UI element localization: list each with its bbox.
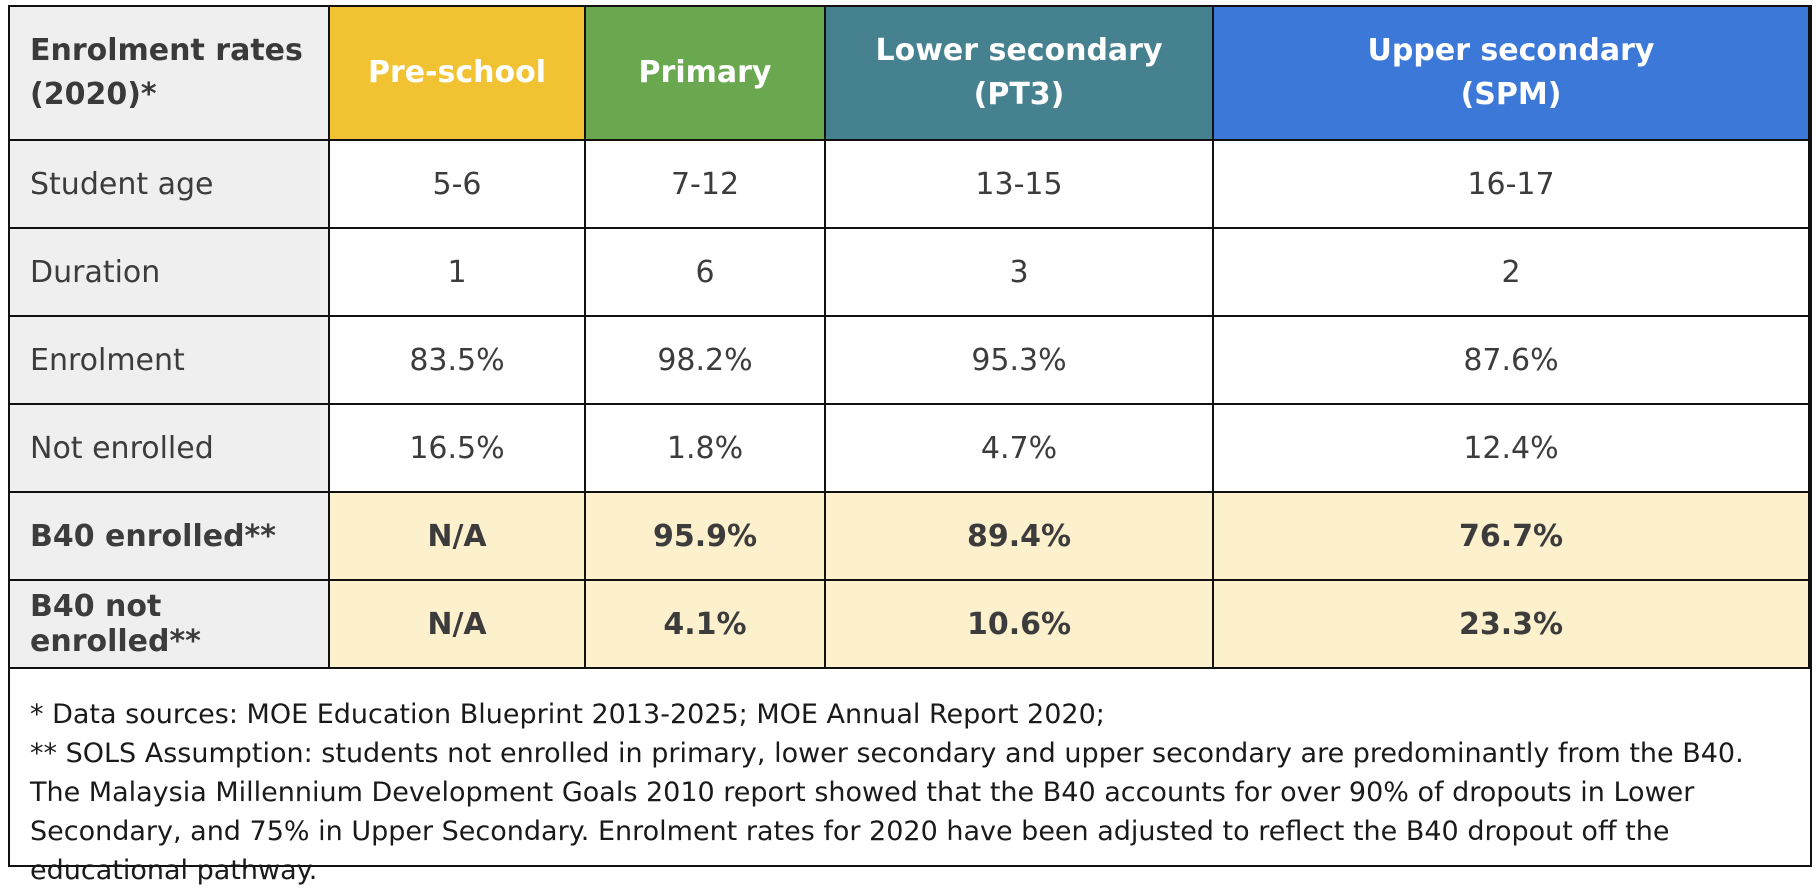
table-cell: 10.6% [824,579,1214,669]
corner-label: Enrolment rates (2020)* [8,5,330,141]
enrolment-table: Enrolment rates (2020)* Pre-school Prima… [8,5,1810,669]
row-label: Enrolment [8,315,330,405]
footnotes: * Data sources: MOE Education Blueprint … [10,665,1808,886]
column-header-line1: Upper secondary [1367,33,1655,68]
table-cell: 16-17 [1212,139,1810,229]
table-cell: 95.3% [824,315,1214,405]
table-cell: 95.9% [584,491,826,581]
table-cell: N/A [328,579,586,669]
table-row: Duration 1 6 3 2 [8,227,1810,317]
table-cell: 7-12 [584,139,826,229]
table-cell: 1 [328,227,586,317]
column-header-line2: (PT3) [973,77,1065,112]
table-cell: 12.4% [1212,403,1810,493]
row-label: Duration [8,227,330,317]
column-header-primary: Primary [584,5,826,141]
table-cell: 89.4% [824,491,1214,581]
table-cell: 23.3% [1212,579,1810,669]
footnote-data-sources: * Data sources: MOE Education Blueprint … [30,699,1105,730]
row-label: B40 enrolled** [8,491,330,581]
table-cell: 5-6 [328,139,586,229]
table-cell: 76.7% [1212,491,1810,581]
footnote-sols-assumption: ** SOLS Assumption: students not enrolle… [30,738,1744,886]
table-row: Enrolment 83.5% 98.2% 95.3% 87.6% [8,315,1810,405]
column-header-preschool: Pre-school [328,5,586,141]
table-cell: 6 [584,227,826,317]
table-body: Student age 5-6 7-12 13-15 16-17 Duration 1 6 3 2… [8,139,1810,669]
column-header-lower-secondary: Lower secondary (PT3) [824,5,1214,141]
row-label: B40 not enrolled** [8,579,330,669]
table-cell: 1.8% [584,403,826,493]
column-header-upper-secondary: Upper secondary (SPM) [1212,5,1810,141]
table-row: Not enrolled 16.5% 1.8% 4.7% 12.4% [8,403,1810,493]
table-cell: 16.5% [328,403,586,493]
table-cell: 4.7% [824,403,1214,493]
table-cell: 2 [1212,227,1810,317]
row-label: Not enrolled [8,403,330,493]
column-header-line2: (SPM) [1460,77,1562,112]
table-row: Student age 5-6 7-12 13-15 16-17 [8,139,1810,229]
table-cell: 98.2% [584,315,826,405]
table-cell: 13-15 [824,139,1214,229]
header-row: Enrolment rates (2020)* Pre-school Prima… [8,5,1810,141]
table-cell: 4.1% [584,579,826,669]
column-header-line1: Primary [638,55,772,90]
table-row: B40 enrolled** N/A 95.9% 89.4% 76.7% [8,491,1810,581]
column-header-line1: Lower secondary [875,33,1163,68]
column-header-line1: Pre-school [367,55,547,90]
table-cell: 83.5% [328,315,586,405]
table-row: B40 not enrolled** N/A 4.1% 10.6% 23.3% [8,579,1810,669]
table-cell: 87.6% [1212,315,1810,405]
row-label: Student age [8,139,330,229]
table-cell: N/A [328,491,586,581]
table-cell: 3 [824,227,1214,317]
